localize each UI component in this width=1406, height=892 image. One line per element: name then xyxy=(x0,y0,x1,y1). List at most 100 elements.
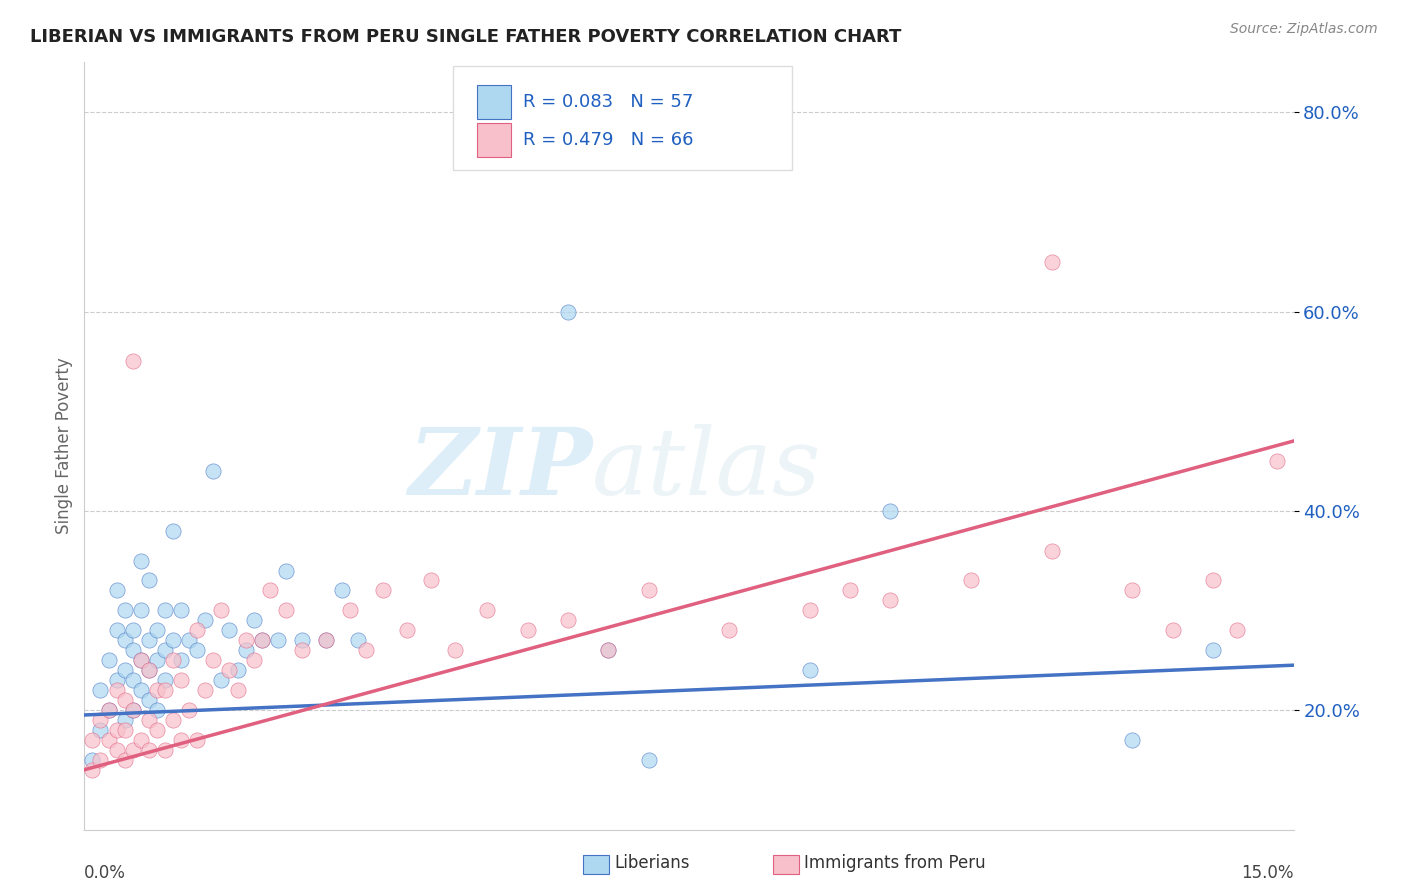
Point xyxy=(105,723,128,737)
Point xyxy=(105,583,128,598)
Point xyxy=(799,603,821,617)
Point xyxy=(209,603,232,617)
Point xyxy=(105,743,128,757)
Point xyxy=(146,683,169,698)
Point xyxy=(153,743,176,757)
Point xyxy=(226,683,249,698)
Point xyxy=(242,613,264,627)
Point xyxy=(170,653,193,667)
Point xyxy=(114,693,136,707)
Point xyxy=(121,703,143,717)
Point xyxy=(97,703,120,717)
Point xyxy=(250,633,273,648)
Point xyxy=(186,732,208,747)
Point xyxy=(1161,624,1184,638)
Text: atlas: atlas xyxy=(592,424,821,514)
Text: Liberians: Liberians xyxy=(614,855,690,872)
Point xyxy=(114,753,136,767)
Point xyxy=(330,583,353,598)
Point xyxy=(516,624,538,638)
Text: 0.0%: 0.0% xyxy=(84,864,127,882)
Point xyxy=(879,593,901,607)
Point xyxy=(557,613,579,627)
Point xyxy=(202,653,225,667)
Point xyxy=(186,643,208,657)
Point xyxy=(121,643,143,657)
FancyBboxPatch shape xyxy=(478,85,512,120)
Text: Source: ZipAtlas.com: Source: ZipAtlas.com xyxy=(1230,22,1378,37)
Point xyxy=(637,753,659,767)
Point xyxy=(129,683,152,698)
Point xyxy=(162,633,184,648)
Point xyxy=(146,624,169,638)
Point xyxy=(97,732,120,747)
Point xyxy=(557,304,579,318)
Point xyxy=(129,653,152,667)
Point xyxy=(179,633,201,648)
Point xyxy=(1202,574,1225,588)
Point xyxy=(146,653,169,667)
Point xyxy=(598,643,620,657)
Point xyxy=(637,583,659,598)
Point xyxy=(371,583,394,598)
Point xyxy=(226,663,249,677)
Point xyxy=(339,603,361,617)
Text: Immigrants from Peru: Immigrants from Peru xyxy=(804,855,986,872)
Point xyxy=(114,603,136,617)
Point xyxy=(839,583,862,598)
Point xyxy=(477,603,499,617)
Point xyxy=(1121,732,1143,747)
Point xyxy=(146,723,169,737)
Text: R = 0.083   N = 57: R = 0.083 N = 57 xyxy=(523,93,693,112)
Point xyxy=(138,743,160,757)
Point xyxy=(179,703,201,717)
Point xyxy=(114,663,136,677)
Point xyxy=(153,683,176,698)
Point xyxy=(235,643,257,657)
Point xyxy=(82,753,104,767)
Point xyxy=(82,732,104,747)
Point xyxy=(194,613,217,627)
Point xyxy=(121,743,143,757)
Point xyxy=(960,574,983,588)
Text: ZIP: ZIP xyxy=(408,424,592,514)
Point xyxy=(121,624,143,638)
Point xyxy=(105,683,128,698)
Point xyxy=(114,713,136,727)
Point xyxy=(420,574,443,588)
Point xyxy=(395,624,418,638)
Point xyxy=(129,553,152,567)
Point xyxy=(274,603,297,617)
FancyBboxPatch shape xyxy=(453,66,792,169)
Point xyxy=(129,603,152,617)
Point xyxy=(170,603,193,617)
Point xyxy=(598,643,620,657)
Point xyxy=(129,653,152,667)
Point xyxy=(315,633,337,648)
Point xyxy=(97,653,120,667)
Point xyxy=(153,603,176,617)
Point xyxy=(162,524,184,538)
Point xyxy=(218,624,240,638)
Point xyxy=(291,633,314,648)
Point xyxy=(274,564,297,578)
Point xyxy=(1121,583,1143,598)
Point xyxy=(97,703,120,717)
Point xyxy=(242,653,264,667)
Point xyxy=(121,703,143,717)
Point xyxy=(129,732,152,747)
Point xyxy=(138,713,160,727)
Point xyxy=(291,643,314,657)
Point xyxy=(162,653,184,667)
Point xyxy=(138,663,160,677)
Point xyxy=(879,504,901,518)
Point xyxy=(250,633,273,648)
Point xyxy=(1040,254,1063,268)
Point xyxy=(121,354,143,368)
Point xyxy=(82,763,104,777)
Point xyxy=(347,633,370,648)
Point xyxy=(267,633,290,648)
Point xyxy=(89,713,111,727)
Text: LIBERIAN VS IMMIGRANTS FROM PERU SINGLE FATHER POVERTY CORRELATION CHART: LIBERIAN VS IMMIGRANTS FROM PERU SINGLE … xyxy=(30,28,901,45)
Point xyxy=(1226,624,1249,638)
